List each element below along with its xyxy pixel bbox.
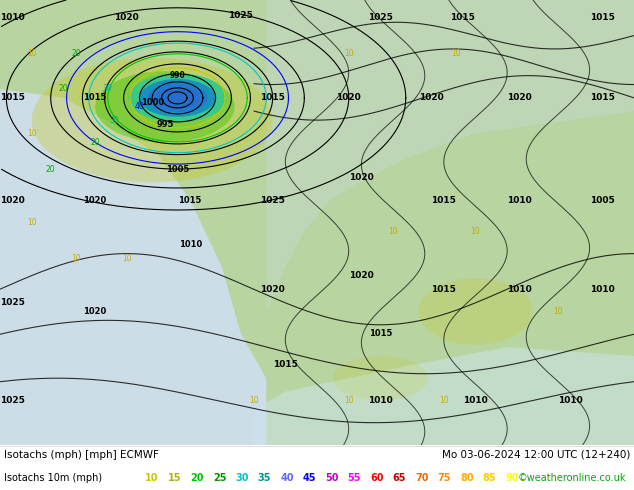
Text: 10: 10 [249,396,259,405]
Text: 1010: 1010 [558,396,583,405]
Text: 1015: 1015 [0,94,25,102]
Text: 1025: 1025 [0,298,25,307]
Text: 70: 70 [415,473,429,483]
Text: 1020: 1020 [260,285,285,294]
Text: 10: 10 [27,218,37,227]
Ellipse shape [171,95,184,101]
Text: 1020: 1020 [349,271,374,280]
Text: 1015: 1015 [590,13,615,23]
Ellipse shape [162,90,193,106]
Text: 1020: 1020 [349,173,374,182]
Text: 1015: 1015 [590,94,615,102]
Text: 1025: 1025 [228,11,254,20]
Text: 1015: 1015 [179,196,202,205]
Text: 10: 10 [388,227,398,236]
Text: 35: 35 [258,473,271,483]
Text: 1020: 1020 [507,94,533,102]
Text: 30: 30 [109,116,119,124]
Text: 10: 10 [122,253,132,263]
Text: 20: 20 [46,165,56,173]
Ellipse shape [155,87,200,109]
Text: 10: 10 [439,396,449,405]
Text: 20: 20 [90,138,100,147]
Text: 1015: 1015 [84,94,107,102]
Text: 90: 90 [505,473,519,483]
Text: 20: 20 [190,473,204,483]
Text: 1025: 1025 [368,13,393,23]
Ellipse shape [32,58,273,182]
Text: 1005: 1005 [590,196,615,205]
Text: 1015: 1015 [431,285,456,294]
Text: 20: 20 [71,49,81,58]
Text: 75: 75 [437,473,451,483]
Text: Isotachs 10m (mph): Isotachs 10m (mph) [4,473,102,483]
Text: 1020: 1020 [84,196,107,205]
Text: 50: 50 [325,473,339,483]
Text: 30: 30 [103,84,113,94]
Ellipse shape [166,92,189,103]
Text: 10: 10 [451,49,462,58]
Text: 10: 10 [27,129,37,138]
Text: 40: 40 [134,102,145,111]
Text: 1010: 1010 [368,396,393,405]
Text: 20: 20 [58,84,68,94]
Ellipse shape [333,356,428,400]
Text: 80: 80 [460,473,474,483]
Text: 1010: 1010 [463,396,488,405]
Text: 10: 10 [344,49,354,58]
Text: 1025: 1025 [260,196,285,205]
Polygon shape [0,89,266,445]
Text: 60: 60 [370,473,384,483]
Text: 1015: 1015 [273,360,298,369]
Text: ©weatheronline.co.uk: ©weatheronline.co.uk [517,473,626,483]
Text: 1025: 1025 [0,396,25,405]
Text: 1000: 1000 [141,98,164,107]
Text: 85: 85 [482,473,496,483]
Text: 30: 30 [235,473,249,483]
Text: 1015: 1015 [431,196,456,205]
Text: 1010: 1010 [0,13,25,23]
Text: 1020: 1020 [84,307,107,316]
Text: 10: 10 [71,253,81,263]
Text: 1010: 1010 [590,285,615,294]
Ellipse shape [95,71,235,143]
Text: 1020: 1020 [336,94,361,102]
Text: 1015: 1015 [260,94,285,102]
Text: Mo 03-06-2024 12:00 UTC (12+240): Mo 03-06-2024 12:00 UTC (12+240) [442,450,630,460]
Polygon shape [241,0,634,312]
Text: 1020: 1020 [0,196,25,205]
Text: 10: 10 [344,396,354,405]
Text: 1015: 1015 [369,329,392,338]
Text: 10: 10 [553,307,563,316]
Text: 10: 10 [470,227,481,236]
Text: 1010: 1010 [507,285,533,294]
Text: 40: 40 [280,473,294,483]
Text: 1010: 1010 [179,240,202,249]
Text: 1020: 1020 [114,13,139,23]
Text: 25: 25 [213,473,226,483]
Text: 1020: 1020 [418,94,444,102]
Text: Isotachs (mph) [mph] ECMWF: Isotachs (mph) [mph] ECMWF [4,450,159,460]
Ellipse shape [139,79,216,117]
Text: 15: 15 [168,473,181,483]
Text: 45: 45 [303,473,316,483]
Ellipse shape [128,74,226,122]
Text: 55: 55 [348,473,361,483]
Ellipse shape [147,83,207,112]
Text: 990: 990 [170,71,185,80]
Text: 65: 65 [392,473,406,483]
Polygon shape [254,347,634,445]
Text: 1015: 1015 [450,13,476,23]
Text: 10: 10 [27,49,37,58]
Ellipse shape [418,278,533,345]
Text: 995: 995 [156,120,174,129]
Text: 1005: 1005 [166,165,189,173]
Text: 10: 10 [145,473,158,483]
Text: 1010: 1010 [507,196,533,205]
